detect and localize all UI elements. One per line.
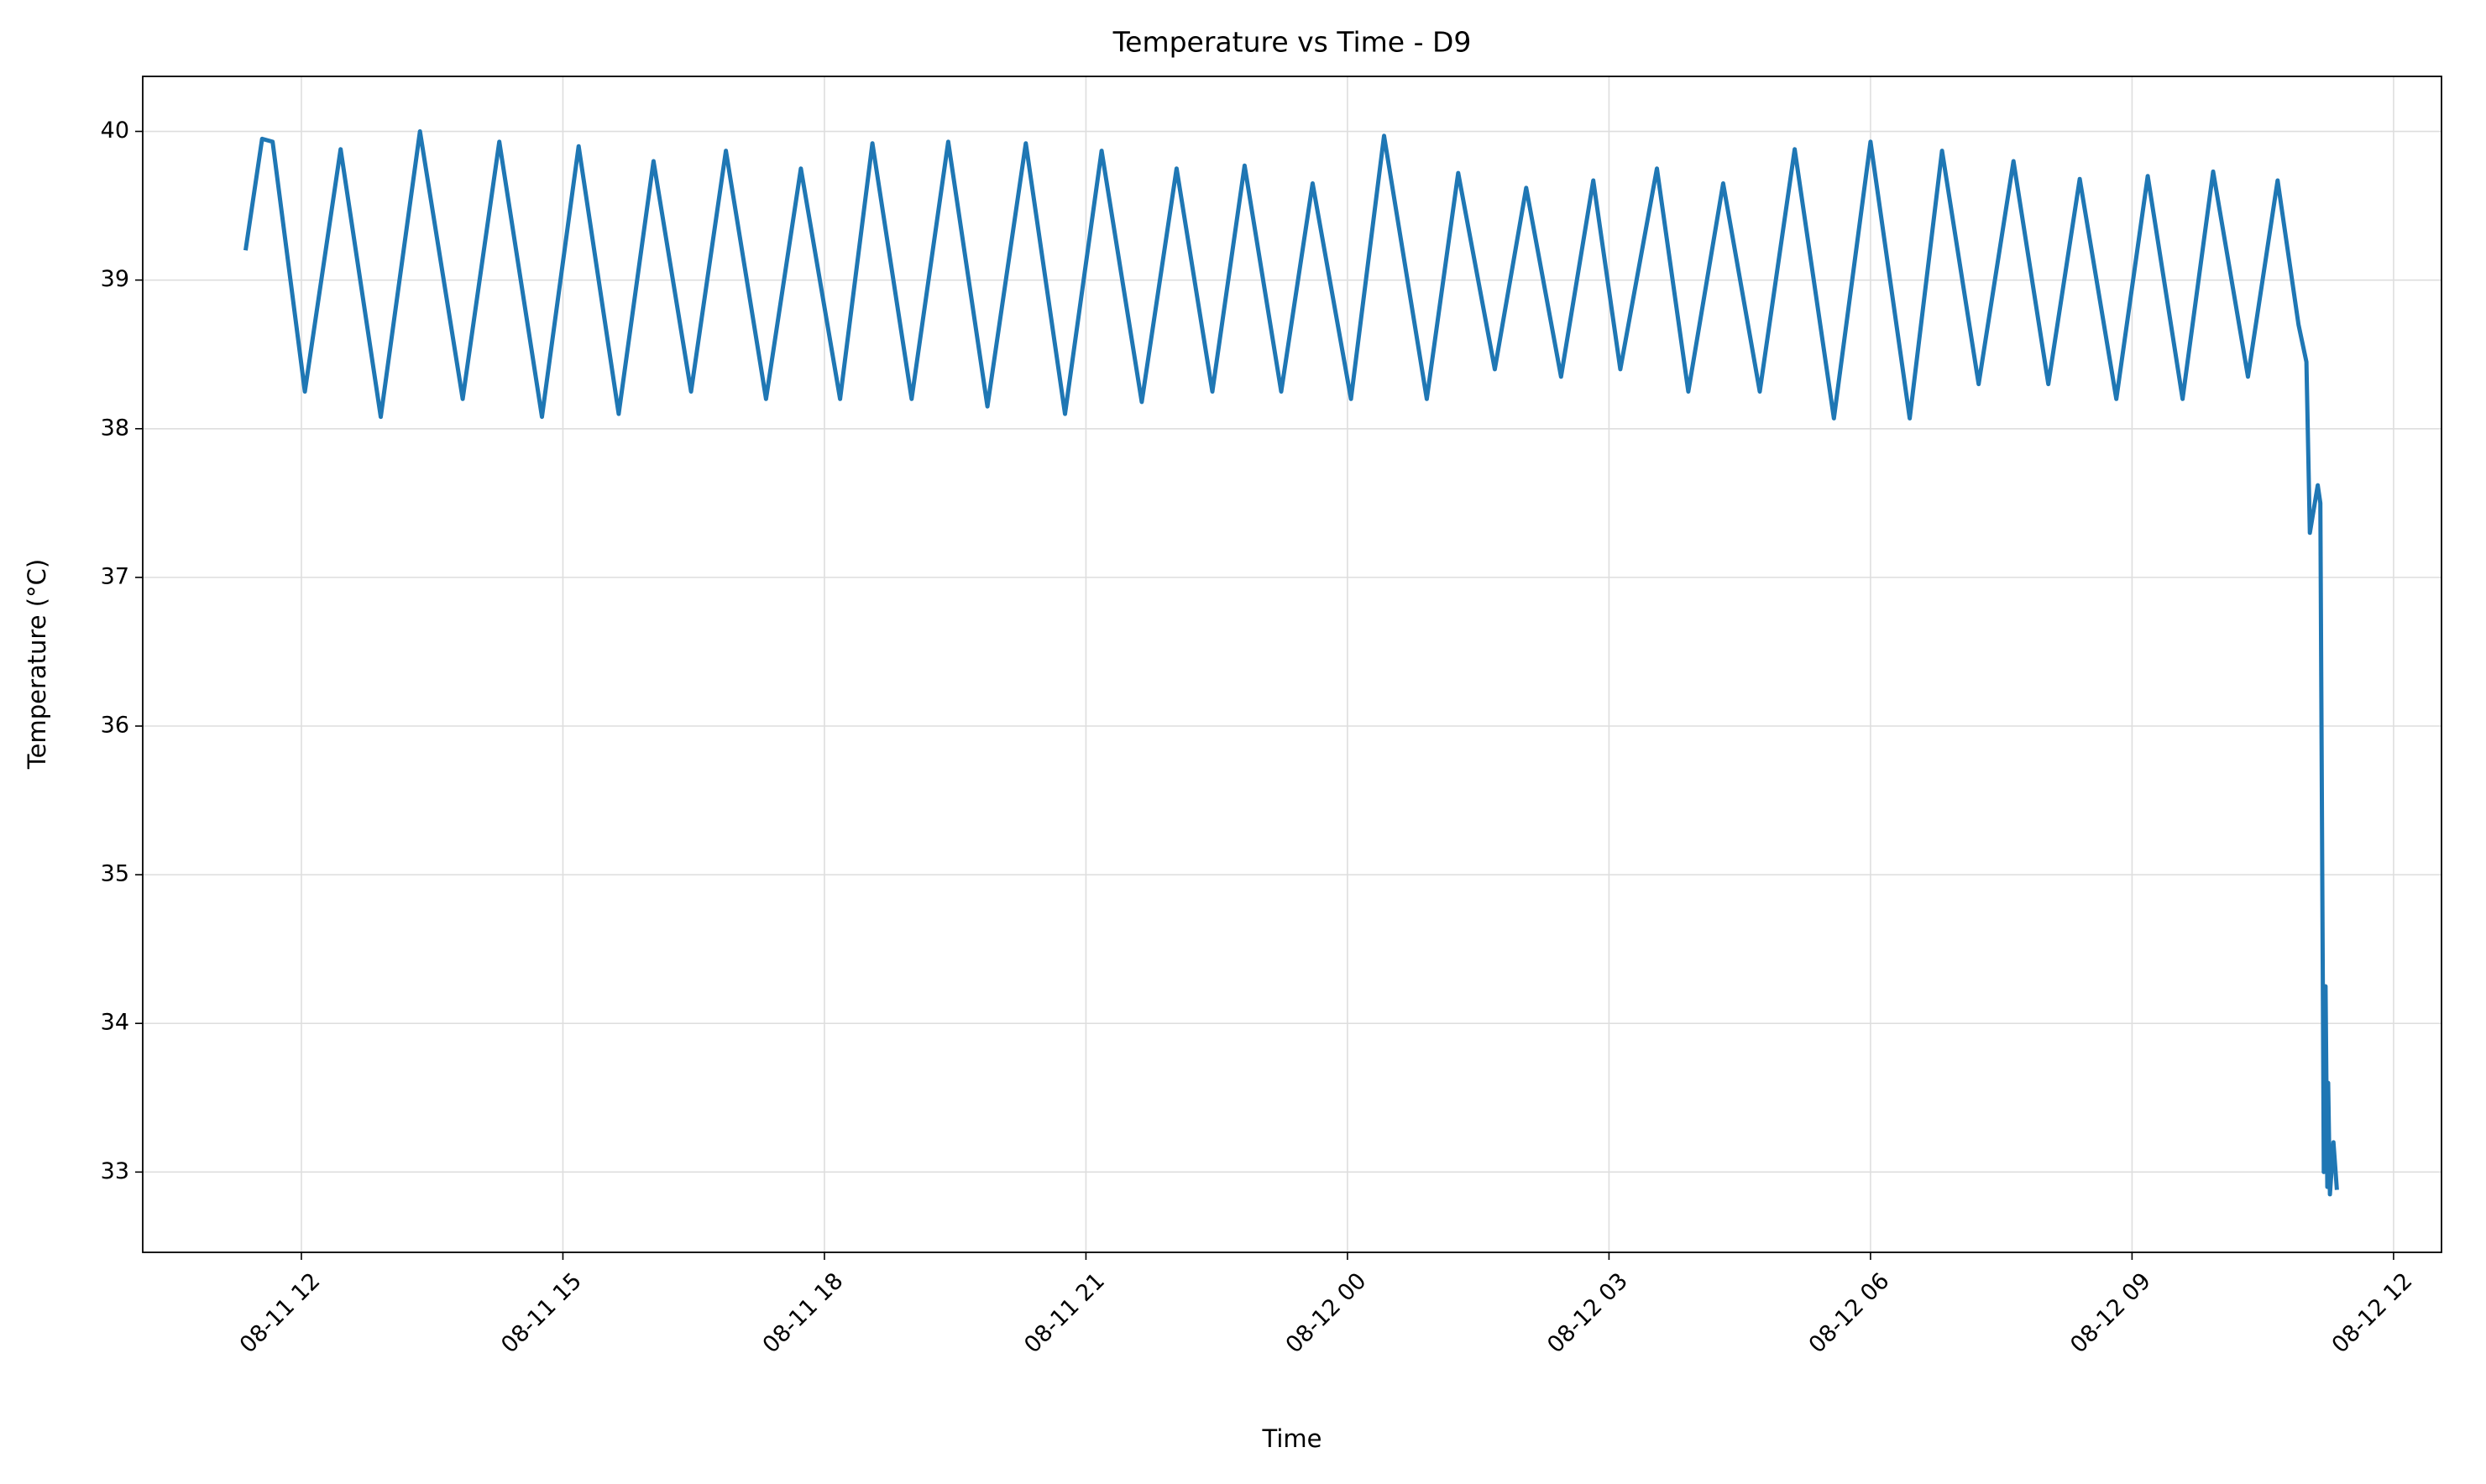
x-axis-label: Time	[1262, 1424, 1322, 1453]
x-tick-label: 08-11 15	[496, 1268, 587, 1359]
y-axis-label: Temperature (°C)	[23, 559, 51, 770]
x-tick-label: 08-11 12	[235, 1268, 326, 1359]
chart-title: Temperature vs Time - D9	[1112, 26, 1472, 59]
x-tick-label: 08-12 03	[1542, 1268, 1633, 1359]
y-tick-label: 37	[101, 563, 129, 589]
x-tick-label: 08-12 12	[2327, 1268, 2418, 1359]
y-tick-label: 40	[101, 118, 129, 144]
y-tick-label: 33	[101, 1158, 129, 1184]
x-tick-label: 08-11 18	[758, 1268, 849, 1359]
plot-frame	[142, 76, 2442, 1253]
y-tick-label: 34	[101, 1010, 129, 1036]
x-tick-label: 08-12 09	[2065, 1268, 2156, 1359]
y-tick-label: 39	[101, 266, 129, 292]
y-tick-label: 38	[101, 415, 129, 441]
y-tick-label: 36	[101, 713, 129, 739]
data-line	[243, 129, 2339, 1197]
x-tick-label: 08-12 06	[1804, 1268, 1895, 1359]
x-tick-label: 08-12 00	[1281, 1268, 1372, 1359]
x-tick-label: 08-11 21	[1019, 1268, 1110, 1359]
y-tick-label: 35	[101, 861, 129, 887]
